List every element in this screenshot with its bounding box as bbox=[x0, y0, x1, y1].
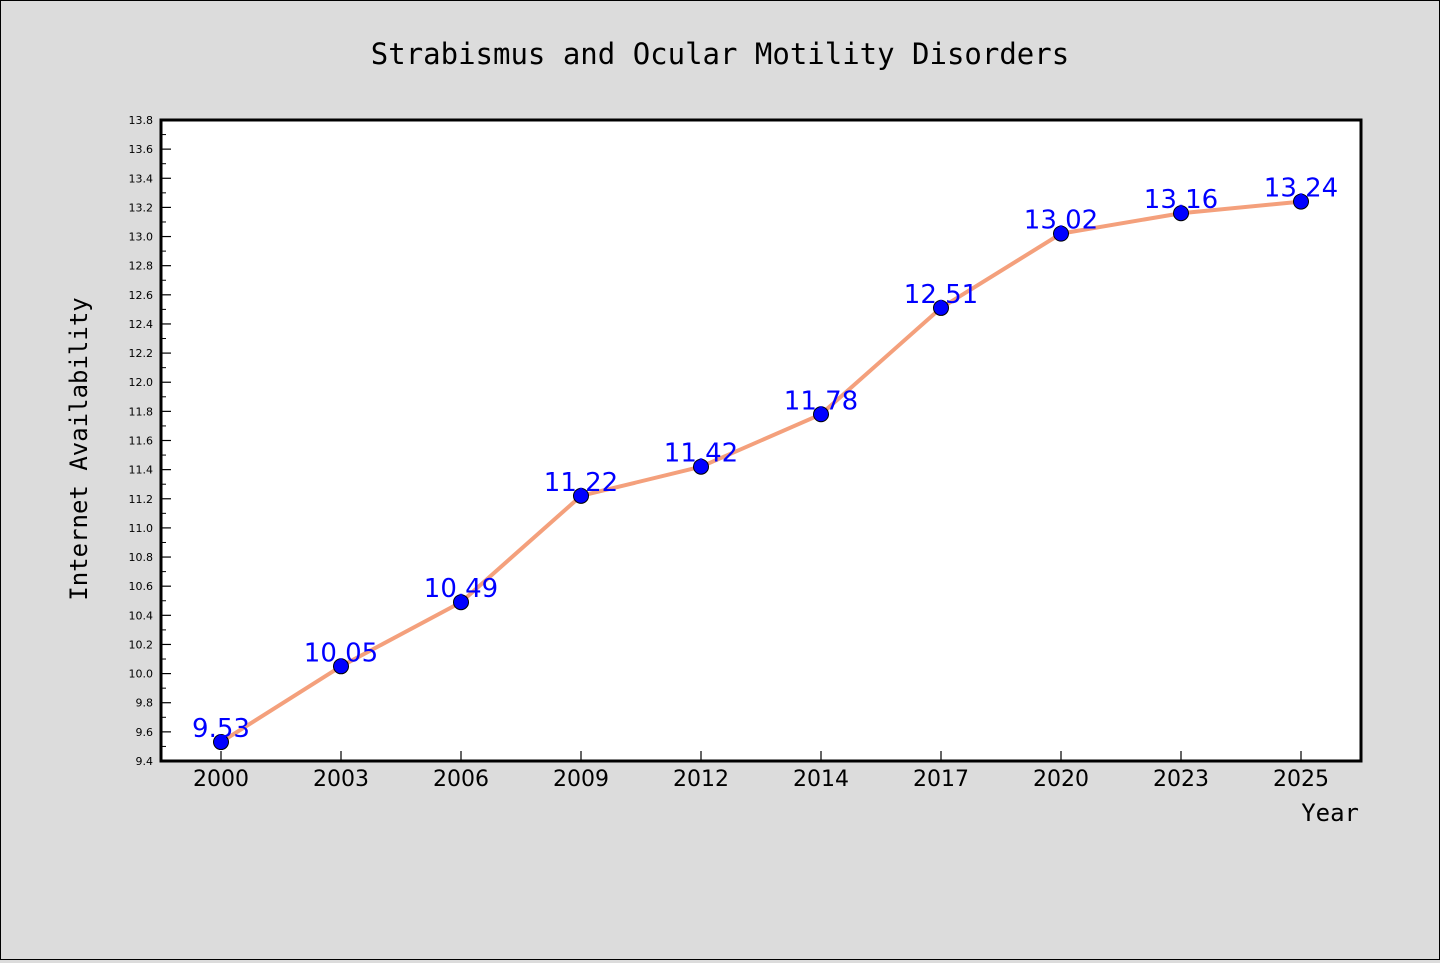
data-point bbox=[813, 406, 829, 423]
y-tick-label: 10.6 bbox=[129, 580, 154, 593]
data-label: 9.53 bbox=[192, 714, 250, 744]
data-label: 12.51 bbox=[904, 280, 978, 310]
data-point bbox=[1293, 193, 1309, 210]
y-tick-label: 10.8 bbox=[129, 551, 154, 564]
y-tick-label: 11.4 bbox=[129, 464, 154, 477]
y-tick-label: 12.2 bbox=[129, 347, 154, 360]
y-tick-label: 11.6 bbox=[129, 435, 154, 448]
y-axis: 9.4 9.6 9.8 10.0 10.2 10.4 10.6 10.8 11.0 11.2 11.… bbox=[129, 114, 171, 768]
y-axis-title: Internet Availability bbox=[65, 297, 93, 600]
data-label-group: 9.53 10.05 10.49 11.22 11.42 11.78 12.51 13.02 1… bbox=[192, 174, 1338, 744]
data-label: 11.78 bbox=[784, 386, 858, 416]
y-tick-label: 9.6 bbox=[136, 726, 154, 739]
x-tick-label: 2020 bbox=[1033, 767, 1089, 792]
x-tick-label: 2000 bbox=[193, 767, 249, 792]
data-point bbox=[333, 658, 349, 675]
y-tick-label: 11.2 bbox=[129, 493, 154, 506]
y-tick-label: 13.2 bbox=[129, 201, 154, 214]
data-label: 11.22 bbox=[544, 468, 618, 498]
y-tick-label: 13.0 bbox=[129, 231, 154, 244]
y-tick-label: 12.0 bbox=[129, 376, 154, 389]
data-point bbox=[1053, 225, 1069, 242]
series-group bbox=[213, 193, 1309, 751]
data-point bbox=[933, 299, 949, 316]
y-tick-label: 12.8 bbox=[129, 260, 154, 273]
data-point bbox=[213, 734, 229, 751]
x-axis: 2000 2003 2006 2009 2012 2014 2017 2020 2023 2025 bbox=[193, 751, 1329, 792]
x-tick-label: 2006 bbox=[433, 767, 489, 792]
x-axis-title: Year bbox=[1301, 799, 1359, 827]
x-tick-label: 2003 bbox=[313, 767, 369, 792]
chart-title: Strabismus and Ocular Motility Disorders bbox=[371, 37, 1069, 71]
y-tick-label: 13.6 bbox=[129, 143, 154, 156]
x-tick-label: 2017 bbox=[913, 767, 969, 792]
data-label: 10.05 bbox=[304, 638, 378, 668]
y-tick-label: 12.4 bbox=[129, 318, 154, 331]
y-tick-label: 9.4 bbox=[136, 755, 154, 768]
data-point bbox=[573, 487, 589, 504]
y-tick-label: 9.8 bbox=[136, 697, 154, 710]
y-tick-label: 10.4 bbox=[129, 609, 154, 622]
x-tick-label: 2012 bbox=[673, 767, 729, 792]
x-tick-label: 2014 bbox=[793, 767, 849, 792]
series-line bbox=[219, 199, 1303, 745]
data-label: 13.24 bbox=[1264, 174, 1338, 204]
data-label: 13.16 bbox=[1144, 185, 1218, 215]
y-tick-label: 11.8 bbox=[129, 405, 154, 418]
x-tick-label: 2009 bbox=[553, 767, 609, 792]
x-tick-label: 2025 bbox=[1273, 767, 1329, 792]
data-point bbox=[453, 594, 469, 611]
data-label: 10.49 bbox=[424, 574, 498, 604]
y-tick-label: 10.0 bbox=[129, 668, 154, 681]
y-tick-label: 10.2 bbox=[129, 638, 154, 651]
data-point bbox=[693, 458, 709, 475]
y-tick-label: 11.0 bbox=[129, 522, 154, 535]
y-tick-label: 13.8 bbox=[129, 114, 154, 127]
x-tick-label: 2023 bbox=[1153, 767, 1209, 792]
data-label: 11.42 bbox=[664, 439, 738, 469]
data-label: 13.02 bbox=[1024, 206, 1098, 236]
y-tick-label: 12.6 bbox=[129, 289, 154, 302]
y-tick-label: 13.4 bbox=[129, 172, 154, 185]
data-point bbox=[1173, 205, 1189, 222]
